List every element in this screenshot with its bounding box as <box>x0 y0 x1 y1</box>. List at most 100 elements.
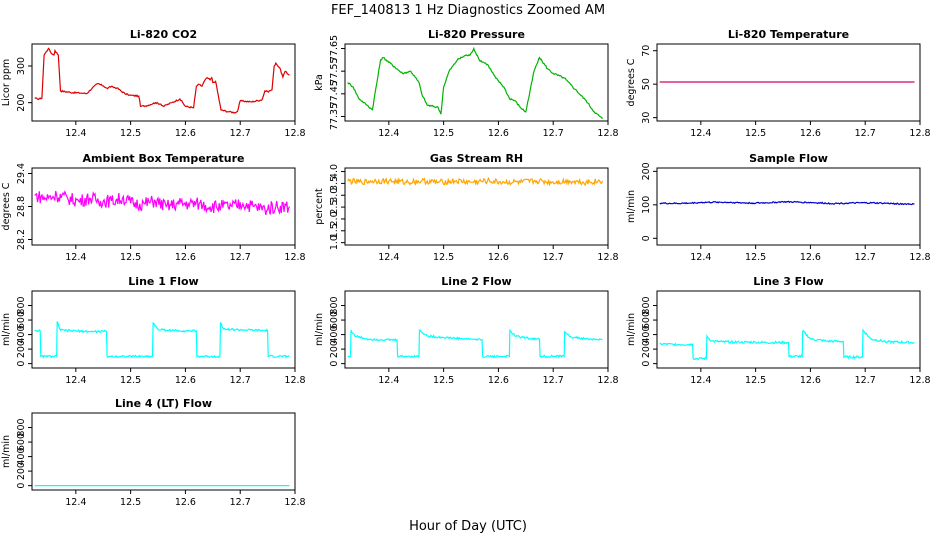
y-tick-label: 28.2 <box>16 229 27 250</box>
y-tick-label: 29.4 <box>16 163 27 184</box>
x-tick-label: 12.6 <box>175 375 196 386</box>
plot-frame <box>344 290 609 369</box>
x-tick-label: 12.8 <box>909 252 930 263</box>
x-tick-label: 12.6 <box>175 497 196 508</box>
y-tick-label: 800 <box>16 296 27 314</box>
y-tick-label: 200 <box>16 94 27 112</box>
y-tick-label: 70 <box>641 45 652 57</box>
y-tick-label: 400 <box>329 326 340 344</box>
y-tick-label: 77.65 <box>329 35 340 62</box>
x-tick-label: 12.5 <box>745 252 766 263</box>
x-tick-label: 12.4 <box>378 375 399 386</box>
y-tick-label: 0 <box>641 361 652 367</box>
series-line <box>347 328 603 359</box>
series-line <box>34 47 290 114</box>
x-tick-label: 12.4 <box>65 497 86 508</box>
series-line <box>34 189 291 216</box>
plot-frame <box>656 167 921 246</box>
x-tick-label: 12.5 <box>120 128 141 139</box>
panel: Sample Flow ml/min 12.4 12.5 12.6 12.7 12.8 0 10… <box>626 152 931 263</box>
panel-title: Li-820 Pressure <box>428 28 525 41</box>
x-tick-label: 12.8 <box>909 128 930 139</box>
x-tick-label: 12.7 <box>855 375 876 386</box>
panel: Line 2 Flow ml/min 12.4 12.5 12.6 12.7 12.8 0 20… <box>314 275 619 386</box>
x-tick-label: 12.6 <box>175 252 196 263</box>
panel: Line 4 (LT) Flow ml/min 12.4 12.5 12.6 12.7 12… <box>1 397 306 508</box>
panel-title: Sample Flow <box>749 152 828 165</box>
y-tick-label: 200 <box>641 162 652 180</box>
y-tick-label: 400 <box>16 448 27 466</box>
x-tick-label: 12.5 <box>433 252 454 263</box>
x-tick-label: 12.4 <box>690 128 711 139</box>
panel-title: Li-820 CO2 <box>130 28 197 41</box>
plot-frame <box>31 412 296 491</box>
y-tick-label: 30 <box>641 112 652 124</box>
x-tick-label: 12.8 <box>597 252 618 263</box>
x-tick-label: 12.4 <box>690 252 711 263</box>
x-tick-label: 12.7 <box>543 375 564 386</box>
series-line <box>34 321 290 359</box>
x-tick-label: 12.6 <box>488 128 509 139</box>
y-tick-label: 2.5 <box>329 200 340 215</box>
plot-frame <box>656 290 921 369</box>
y-axis-label: percent <box>314 188 325 225</box>
y-tick-label: 200 <box>16 462 27 480</box>
y-axis-label: ml/min <box>626 190 637 223</box>
x-tick-label: 12.5 <box>120 375 141 386</box>
y-tick-label: 800 <box>641 296 652 314</box>
x-tick-label: 12.4 <box>65 128 86 139</box>
figure-title: FEF_140813 1 Hz Diagnostics Zoomed AM <box>331 3 605 18</box>
y-tick-label: 77.35 <box>329 103 340 130</box>
y-tick-label: 2.0 <box>329 211 340 226</box>
x-tick-label: 12.7 <box>855 252 876 263</box>
x-tick-label: 12.8 <box>284 497 305 508</box>
x-tick-label: 12.8 <box>597 375 618 386</box>
y-tick-label: 200 <box>641 340 652 358</box>
x-tick-label: 12.8 <box>909 375 930 386</box>
y-axis-label: kPa <box>314 74 325 91</box>
panel-title: Li-820 Temperature <box>728 28 849 41</box>
x-tick-label: 12.7 <box>230 128 251 139</box>
plot-frame <box>31 43 296 122</box>
x-tick-label: 12.8 <box>284 252 305 263</box>
y-tick-label: 400 <box>641 326 652 344</box>
x-tick-label: 12.5 <box>120 497 141 508</box>
x-tick-label: 12.8 <box>597 128 618 139</box>
panel: Li-820 Temperature degrees C 12.4 12.5 12.6 1… <box>626 28 931 139</box>
panel-title: Line 4 (LT) Flow <box>115 397 212 410</box>
plot-frame <box>31 290 296 369</box>
y-axis-label: degrees C <box>626 58 637 106</box>
y-axis-label: ml/min <box>1 313 12 346</box>
y-tick-label: 0 <box>329 361 340 367</box>
x-tick-label: 12.5 <box>745 128 766 139</box>
series-line <box>347 46 603 120</box>
x-tick-label: 12.5 <box>120 252 141 263</box>
y-tick-label: 600 <box>16 433 27 451</box>
x-tick-label: 12.7 <box>543 128 564 139</box>
y-tick-label: 800 <box>329 296 340 314</box>
panel-title: Line 1 Flow <box>128 275 198 288</box>
y-tick-label: 800 <box>16 418 27 436</box>
plot-frame <box>656 43 921 122</box>
x-tick-label: 12.4 <box>378 252 399 263</box>
x-tick-label: 12.7 <box>543 252 564 263</box>
x-tick-label: 12.5 <box>433 375 454 386</box>
x-tick-label: 12.7 <box>230 252 251 263</box>
x-tick-label: 12.5 <box>433 128 454 139</box>
panel-title: Line 3 Flow <box>753 275 823 288</box>
panel-title: Line 2 Flow <box>441 275 511 288</box>
x-tick-label: 12.6 <box>488 375 509 386</box>
y-tick-label: 600 <box>16 311 27 329</box>
x-tick-label: 12.8 <box>284 128 305 139</box>
y-tick-label: 1.5 <box>329 223 340 238</box>
plot-frame <box>344 43 609 122</box>
series-line <box>659 328 915 361</box>
y-tick-label: 0 <box>641 235 652 241</box>
x-tick-label: 12.5 <box>745 375 766 386</box>
x-tick-label: 12.4 <box>690 375 711 386</box>
y-axis-label: ml/min <box>1 435 12 468</box>
x-tick-label: 12.6 <box>800 375 821 386</box>
x-tick-label: 12.6 <box>175 128 196 139</box>
x-tick-label: 12.4 <box>378 128 399 139</box>
